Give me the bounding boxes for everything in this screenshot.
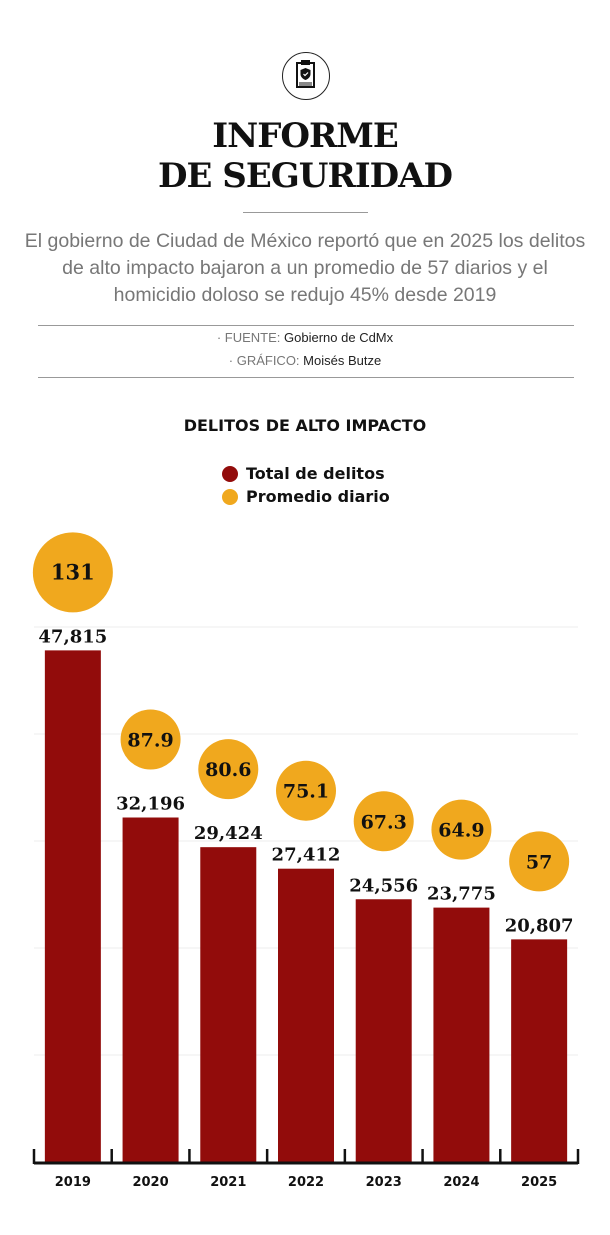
x-tick-label-2022: 2022 xyxy=(288,1175,324,1190)
x-tick-label-2020: 2020 xyxy=(132,1175,168,1190)
x-tick-label-2019: 2019 xyxy=(55,1175,91,1190)
promedio-label-2022: 75.1 xyxy=(283,781,329,803)
x-tick-label-2021: 2021 xyxy=(210,1175,246,1190)
x-tick-label-2023: 2023 xyxy=(366,1175,402,1190)
subtitle: El gobierno de Ciudad de México reportó … xyxy=(24,230,586,306)
bar-label-2024: 23,775 xyxy=(427,884,496,905)
bar-label-2021: 29,424 xyxy=(194,823,263,844)
promedio-bubble-2023 xyxy=(353,791,414,852)
promedio-bubble-2021 xyxy=(198,739,259,800)
promedio-bubble-2024 xyxy=(431,799,492,860)
x-tick-label-2025: 2025 xyxy=(521,1175,557,1190)
promedio-label-2020: 87.9 xyxy=(127,730,173,752)
legend-item-total: Total de delitos xyxy=(222,464,385,483)
bar-label-2023: 24,556 xyxy=(349,875,418,896)
bar-2025 xyxy=(511,939,568,1162)
source-credit: · FUENTE: Gobierno de CdMx xyxy=(0,330,610,345)
bar-label-2022: 27,412 xyxy=(272,845,341,866)
promedio-bubble-2022 xyxy=(276,760,336,821)
graphic-credit: · GRÁFICO: Moisés Butze xyxy=(0,353,610,368)
x-tick-label-2024: 2024 xyxy=(443,1175,479,1190)
clipboard-shield-icon xyxy=(282,52,330,100)
bar-label-2019: 47,815 xyxy=(38,626,107,647)
promedio-label-2023: 67.3 xyxy=(361,811,407,833)
promedio-label-2019: 131 xyxy=(51,559,95,584)
divider xyxy=(38,377,574,378)
divider xyxy=(243,212,368,213)
graphic-author: Moisés Butze xyxy=(303,353,382,368)
promedio-label-2021: 80.6 xyxy=(205,759,251,781)
legend-item-promedio: Promedio diario xyxy=(222,487,390,506)
title-line-1: INFORME xyxy=(212,116,399,156)
source-label: · FUENTE: xyxy=(216,330,281,345)
promedio-bubble-2019 xyxy=(32,532,113,613)
promedio-bubble-2025 xyxy=(509,831,570,892)
bar-2022 xyxy=(278,868,334,1162)
bar-label-2025: 20,807 xyxy=(505,915,574,936)
bar-2021 xyxy=(200,847,257,1162)
promedio-label-2024: 64.9 xyxy=(438,820,484,842)
chart-title: DELITOS DE ALTO IMPACTO xyxy=(183,416,427,435)
legend-label: Promedio diario xyxy=(246,487,390,506)
source: Gobierno de CdMx xyxy=(284,330,394,345)
bar-label-2020: 32,196 xyxy=(116,794,185,815)
graphic-label: · GRÁFICO: xyxy=(228,353,300,368)
promedio-label-2025: 57 xyxy=(526,851,552,873)
bar-2019 xyxy=(44,650,101,1162)
legend-label: Total de delitos xyxy=(246,464,385,483)
promedio-bubble-2020 xyxy=(120,709,181,770)
divider xyxy=(38,325,574,326)
legend-swatch xyxy=(222,488,238,505)
title-line-2: DE SEGURIDAD xyxy=(158,156,453,196)
bar-2024 xyxy=(433,907,490,1162)
legend-swatch xyxy=(222,465,238,482)
bar-2023 xyxy=(355,899,412,1162)
bar-2020 xyxy=(122,817,179,1162)
